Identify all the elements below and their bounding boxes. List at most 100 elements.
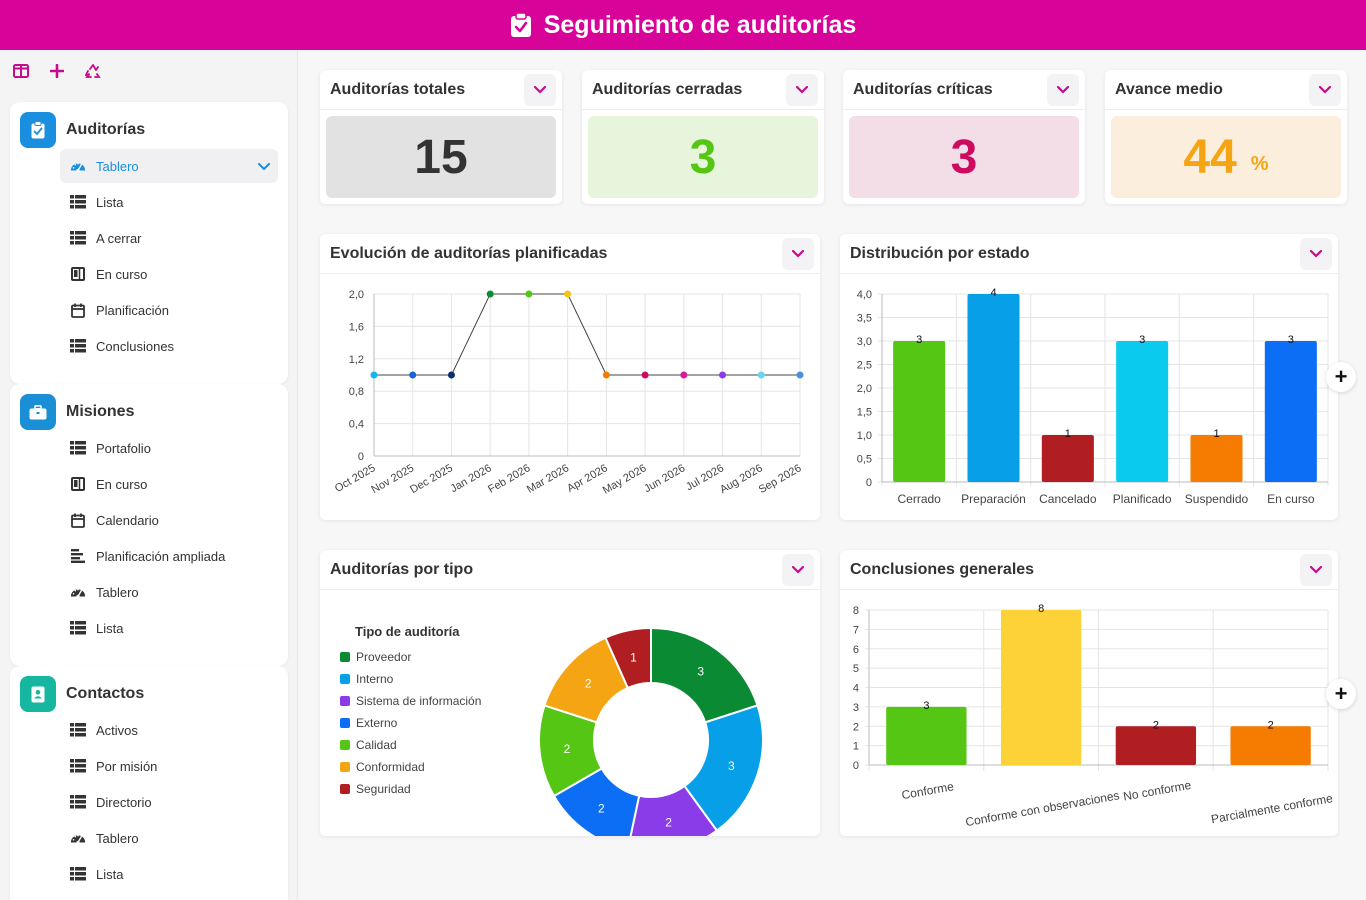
sidebar-item[interactable]: Tablero: [60, 575, 278, 609]
card-header: Conclusiones generales: [840, 550, 1338, 590]
sidebar-item[interactable]: Tablero: [60, 149, 278, 183]
sidebar-item-label: Tablero: [96, 584, 139, 600]
data-label: 3: [1139, 334, 1145, 346]
sidebar-item[interactable]: En curso: [60, 257, 278, 291]
slice-label: 2: [585, 676, 592, 690]
chevron-down-icon[interactable]: [786, 74, 818, 106]
recycle-icon[interactable]: [82, 60, 104, 82]
sidebar-item[interactable]: Lista: [60, 611, 278, 645]
series-line: [374, 293, 800, 376]
slice-label: 2: [564, 742, 571, 756]
slice-label: 3: [697, 665, 704, 679]
kpi-value: 15: [414, 130, 468, 184]
sidebar-item-label: Directorio: [96, 794, 152, 810]
gantt-icon: [70, 548, 86, 564]
legend-label: Interno: [356, 672, 394, 686]
kpi-value: 3: [689, 130, 717, 184]
x-tick-label: Feb 2026: [486, 462, 532, 496]
nav-group-header[interactable]: Misiones: [20, 394, 134, 430]
x-tick-label: Parcialmente conforme: [1210, 791, 1334, 826]
data-point: [719, 371, 727, 379]
card-title: Evolución de auditorías planificadas: [330, 245, 608, 262]
x-tick-label: Jun 2026: [642, 462, 687, 495]
table-icon: [70, 794, 86, 810]
sidebar-item[interactable]: Portafolio: [60, 431, 278, 465]
chevron-down-icon[interactable]: [782, 238, 814, 270]
y-tick-label: 1: [853, 741, 859, 753]
data-label: 1: [1065, 428, 1071, 440]
sidebar-item[interactable]: Lista: [60, 185, 278, 219]
data-point: [564, 290, 572, 298]
y-tick-label: 3: [853, 702, 859, 714]
card-header: Auditorías cerradas: [582, 70, 824, 110]
chevron-down-icon[interactable]: [1300, 238, 1332, 270]
table-icon: [70, 620, 86, 636]
sidebar-item[interactable]: Lista: [60, 857, 278, 891]
x-tick-label: No conforme: [1122, 778, 1192, 804]
y-tick-label: 1,0: [857, 430, 872, 442]
data-point: [486, 290, 494, 298]
nav-group: Misiones Portafolio En curso Calendario …: [10, 384, 288, 666]
kanban-icon: [70, 476, 86, 492]
sidebar-item-label: Portafolio: [96, 440, 151, 456]
sidebar-item-label: Lista: [96, 866, 124, 882]
sidebar-item-label: En curso: [96, 476, 148, 492]
y-tick-label: 8: [853, 605, 859, 617]
sidebar-item[interactable]: A cerrar: [60, 221, 278, 255]
legend-label: Proveedor: [356, 650, 411, 664]
bar: [967, 294, 1020, 482]
sidebar-item[interactable]: Conclusiones: [60, 329, 278, 363]
legend-swatch: [340, 784, 350, 794]
chevron-down-icon[interactable]: [1309, 74, 1341, 106]
chevron-down-icon[interactable]: [524, 74, 556, 106]
legend-label: Calidad: [356, 738, 397, 752]
sidebar-item[interactable]: Calendario: [60, 503, 278, 537]
kpi-card: Auditorías críticas 3: [843, 70, 1085, 204]
x-tick-label: Conforme con observaciones: [964, 788, 1120, 829]
add-widget-button[interactable]: +: [1326, 362, 1356, 392]
y-tick-label: 1,2: [349, 354, 364, 366]
sidebar-item[interactable]: Por misión: [60, 749, 278, 783]
y-tick-label: 2,0: [857, 383, 872, 395]
planned-audits-chart-card: Evolución de auditorías planificadas 0 0,…: [320, 234, 820, 520]
sidebar-item-label: En curso: [96, 266, 148, 282]
x-tick-label: May 2026: [601, 462, 649, 497]
conclusions-bar-chart: 0 1 2 3 4 5 6 7 8 3 Conforme 8 Conforme con observac…: [853, 603, 1334, 829]
status-bar-chart: 0 0,5 1,0 1,5 2,0 2,5 3,0 3,5 4,0 3 Cerrado 4 Prepar…: [857, 287, 1329, 506]
columns-icon[interactable]: [10, 60, 32, 82]
y-tick-label: 3,5: [857, 313, 872, 325]
chevron-down-icon[interactable]: [782, 554, 814, 586]
data-label: 1: [1213, 428, 1219, 440]
sidebar-item[interactable]: Activos: [60, 713, 278, 747]
sidebar-item-label: Tablero: [96, 830, 139, 846]
kanban-icon: [70, 266, 86, 282]
chevron-down-icon[interactable]: [258, 159, 270, 174]
add-widget-button[interactable]: +: [1326, 679, 1356, 709]
briefcase-icon: [20, 394, 56, 430]
chevron-down-icon[interactable]: [1047, 74, 1079, 106]
sidebar-item[interactable]: Planificación: [60, 293, 278, 327]
sidebar-toolbar: [10, 60, 104, 82]
sidebar-item[interactable]: Tablero: [60, 821, 278, 855]
x-tick-label: Jan 2026: [448, 462, 493, 495]
legend-label: Conformidad: [356, 760, 425, 774]
chevron-down-icon[interactable]: [1300, 554, 1332, 586]
sidebar-item-label: Conclusiones: [96, 338, 175, 354]
x-tick-label: Planificado: [1113, 492, 1172, 506]
x-tick-label: Dec 2025: [408, 462, 455, 496]
kpi-value: 3: [950, 130, 978, 184]
nav-group-header[interactable]: Auditorías: [20, 112, 145, 148]
sidebar-item[interactable]: Directorio: [60, 785, 278, 819]
kpi-unit: %: [1250, 152, 1269, 175]
data-label: 3: [1288, 334, 1294, 346]
legend-swatch: [340, 762, 350, 772]
nav-group-header[interactable]: Contactos: [20, 676, 144, 712]
sidebar-item[interactable]: En curso: [60, 467, 278, 501]
gauge-icon: [70, 830, 86, 846]
legend-label: Externo: [356, 716, 398, 730]
data-point: [796, 371, 804, 379]
sidebar-item[interactable]: Planificación ampliada: [60, 539, 278, 573]
table-icon: [70, 722, 86, 738]
data-point: [370, 371, 378, 379]
plus-icon[interactable]: [46, 60, 68, 82]
